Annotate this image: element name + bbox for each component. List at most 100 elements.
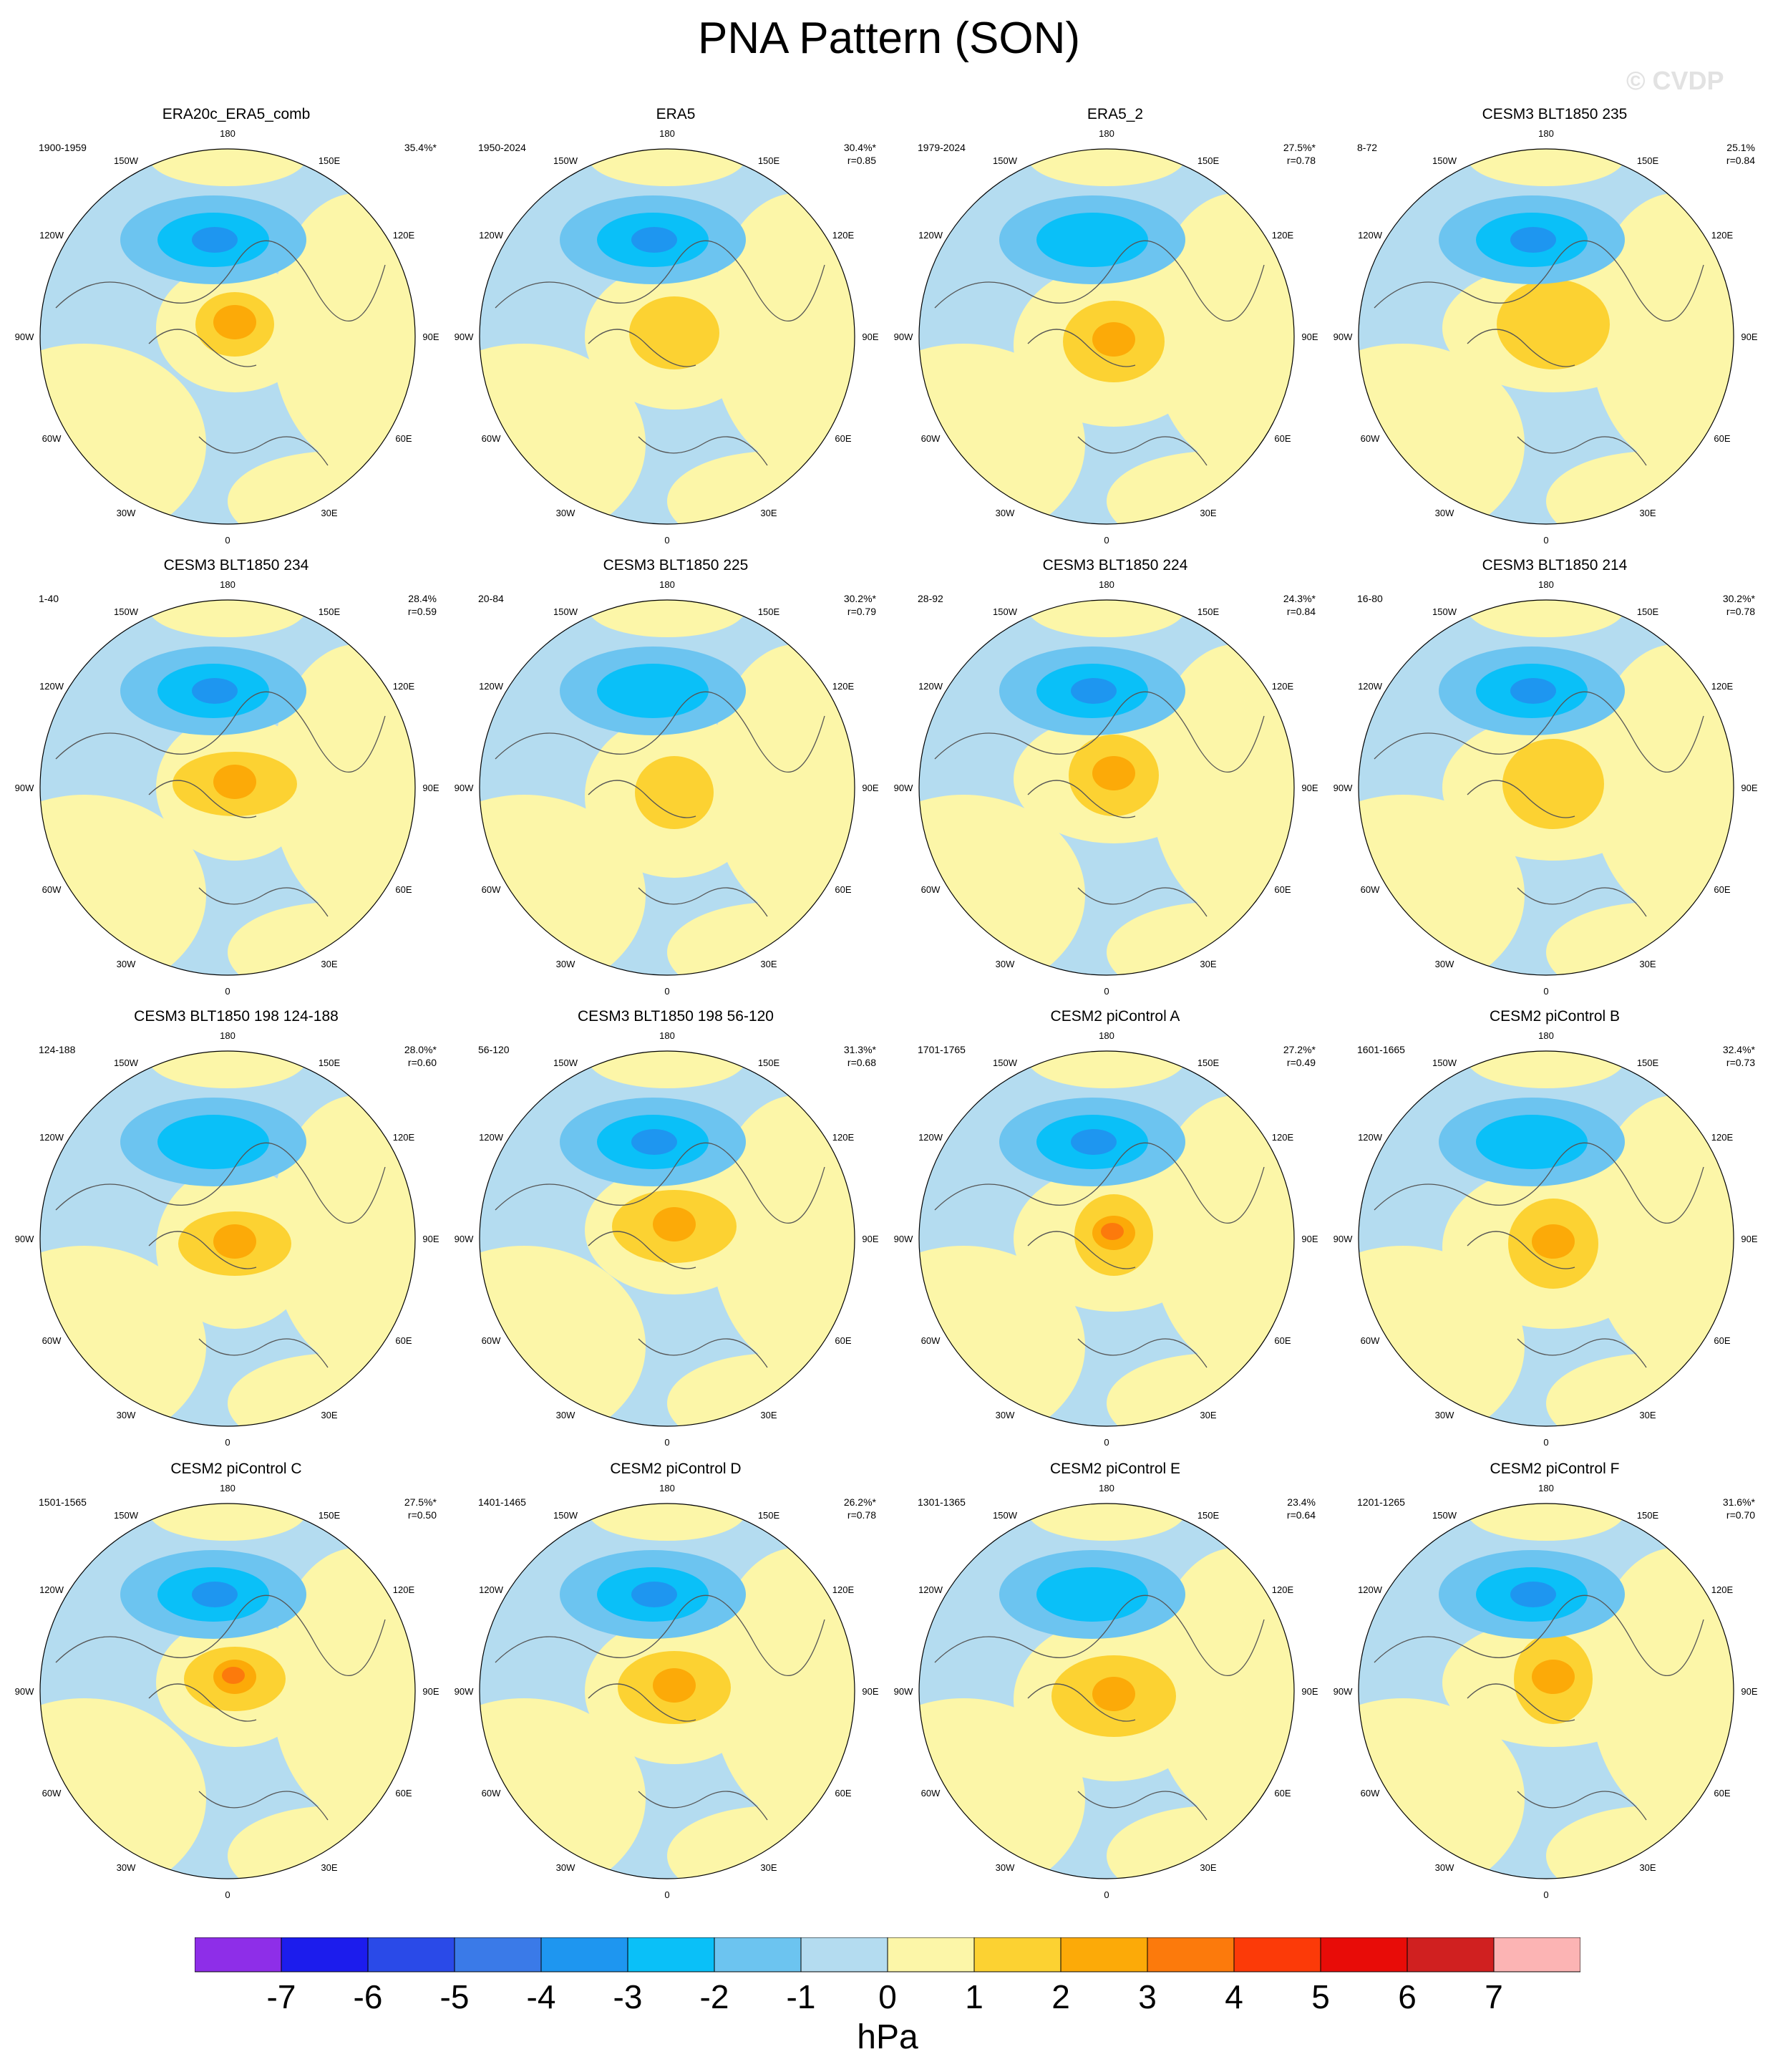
panel-pct: 28.4% xyxy=(408,593,437,604)
panel-correlation: r=0.49 xyxy=(1286,1057,1316,1068)
panel-pct: 25.1% xyxy=(1726,142,1755,153)
longitude-label: 30W xyxy=(996,1410,1015,1420)
longitude-label: 150E xyxy=(758,606,780,617)
longitude-label: 90W xyxy=(1334,1234,1353,1244)
field-layer xyxy=(40,600,415,975)
longitude-label: 120W xyxy=(479,1584,504,1595)
panel-pct: 28.0%* xyxy=(404,1044,437,1055)
panel-pct: 23.4% xyxy=(1287,1496,1316,1508)
longitude-label: 30E xyxy=(760,1862,777,1873)
panel-pct: 31.3%* xyxy=(843,1044,876,1055)
colorbar-swatch xyxy=(1233,1937,1321,1972)
field-layer xyxy=(480,600,855,975)
longitude-label: 90E xyxy=(422,1234,439,1244)
longitude-label: 180 xyxy=(1099,128,1114,139)
map-panel: 180 150E 120E 90E 60E 30E 0 30W 60W 90W 120W 150W ER… xyxy=(454,106,898,550)
longitude-label: 120E xyxy=(1711,1132,1734,1143)
anomaly-contour xyxy=(1028,1051,1185,1088)
longitude-label: 90E xyxy=(862,1686,878,1697)
anomaly-contour xyxy=(588,1504,746,1541)
anomaly-contour xyxy=(1467,149,1625,186)
anomaly-contour xyxy=(149,600,306,637)
panel-correlation: r=0.84 xyxy=(1726,155,1755,166)
colorbar-tick-label: 3 xyxy=(1138,1978,1157,2015)
panel-correlation: r=0.60 xyxy=(407,1057,437,1068)
longitude-label: 120E xyxy=(832,681,855,692)
panel-correlation: r=0.79 xyxy=(847,606,876,617)
longitude-label: 150E xyxy=(319,155,341,166)
longitude-label: 150W xyxy=(993,606,1018,617)
field-layer xyxy=(1359,1504,1734,1879)
field-layer xyxy=(1359,149,1734,524)
colorbar-tick-label: -1 xyxy=(786,1978,816,2015)
longitude-label: 60E xyxy=(835,1335,851,1346)
longitude-label: 60W xyxy=(42,1335,62,1346)
longitude-label: 150E xyxy=(1198,1057,1220,1068)
longitude-label: 0 xyxy=(1543,1437,1548,1448)
map-panel: 180 150E 120E 90E 60E 30E 0 30W 60W 90W 120W 150W CE… xyxy=(454,557,898,1001)
anomaly-contour xyxy=(635,756,714,829)
longitude-label: 150E xyxy=(1637,1510,1659,1521)
longitude-label: 0 xyxy=(1543,535,1548,546)
anomaly-contour xyxy=(1467,600,1625,637)
longitude-label: 120W xyxy=(39,681,64,692)
colorbar-swatch xyxy=(1320,1937,1408,1972)
anomaly-contour xyxy=(653,1207,696,1241)
panel-pct: 30.2%* xyxy=(1722,593,1755,604)
longitude-label: 0 xyxy=(225,1889,230,1900)
longitude-label: 150W xyxy=(1432,1510,1457,1521)
longitude-label: 60W xyxy=(482,433,501,444)
anomaly-contour xyxy=(480,1246,646,1426)
panel-title: CESM2 piControl A xyxy=(1050,1008,1180,1025)
longitude-label: 90E xyxy=(1301,1234,1318,1244)
map-panel: 180 150E 120E 90E 60E 30E 0 30W 60W 90W 120W 150W ER… xyxy=(893,106,1337,550)
panel-period: 1201-1265 xyxy=(1357,1496,1405,1508)
longitude-label: 30E xyxy=(1639,1410,1656,1420)
longitude-label: 30W xyxy=(117,1410,136,1420)
longitude-label: 60W xyxy=(42,433,62,444)
map-border xyxy=(479,1050,855,1427)
coastline xyxy=(934,1142,1265,1368)
longitude-label: 60W xyxy=(482,1788,501,1799)
panel-period: 1979-2024 xyxy=(918,142,966,153)
longitude-label: 90W xyxy=(455,783,474,793)
panel-title: CESM3 BLT1850 198 56-120 xyxy=(578,1008,774,1025)
longitude-label: 120E xyxy=(1711,230,1734,241)
coastline xyxy=(934,240,1265,466)
anomaly-contour xyxy=(1107,1806,1294,1879)
anomaly-contour xyxy=(1510,1582,1556,1607)
panel-pct: 30.4%* xyxy=(843,142,876,153)
longitude-label: 120W xyxy=(1358,1584,1383,1595)
longitude-label: 120W xyxy=(918,1132,943,1143)
longitude-label: 90W xyxy=(15,783,34,793)
colorbar-tick-label: 5 xyxy=(1311,1978,1330,2015)
longitude-label: 90W xyxy=(455,1686,474,1697)
anomaly-contour xyxy=(213,1224,256,1259)
longitude-label: 180 xyxy=(220,579,235,590)
anomaly-contour xyxy=(228,1806,415,1879)
coastline xyxy=(934,1594,1265,1821)
anomaly-contour xyxy=(1028,600,1185,637)
longitude-label: 60E xyxy=(395,1335,412,1346)
longitude-label: 90W xyxy=(894,331,913,342)
anomaly-contour xyxy=(40,1246,206,1426)
longitude-label: 120W xyxy=(1358,230,1383,241)
anomaly-contour xyxy=(213,765,256,799)
longitude-label: 120E xyxy=(832,1132,855,1143)
anomaly-contour xyxy=(1092,322,1135,357)
map-border xyxy=(479,1503,855,1879)
anomaly-contour xyxy=(1107,1353,1294,1426)
longitude-label: 150E xyxy=(1637,606,1659,617)
map-border xyxy=(1358,1503,1734,1879)
panel-period: 1601-1665 xyxy=(1357,1044,1405,1055)
longitude-label: 60E xyxy=(1274,1335,1291,1346)
coastline xyxy=(55,691,386,917)
longitude-label: 150W xyxy=(114,606,139,617)
anomaly-contour xyxy=(1028,149,1185,186)
map-panel: 180 150E 120E 90E 60E 30E 0 30W 60W 90W 120W 150W CE… xyxy=(454,1008,898,1452)
polar-map: 180 150E 120E 90E 60E 30E 0 30W 60W 90W 120W 150W xyxy=(455,1030,879,1448)
longitude-label: 120E xyxy=(1272,1132,1294,1143)
longitude-label: 60W xyxy=(1361,1788,1380,1799)
anomaly-contour xyxy=(588,149,746,186)
longitude-label: 90W xyxy=(1334,1686,1353,1697)
